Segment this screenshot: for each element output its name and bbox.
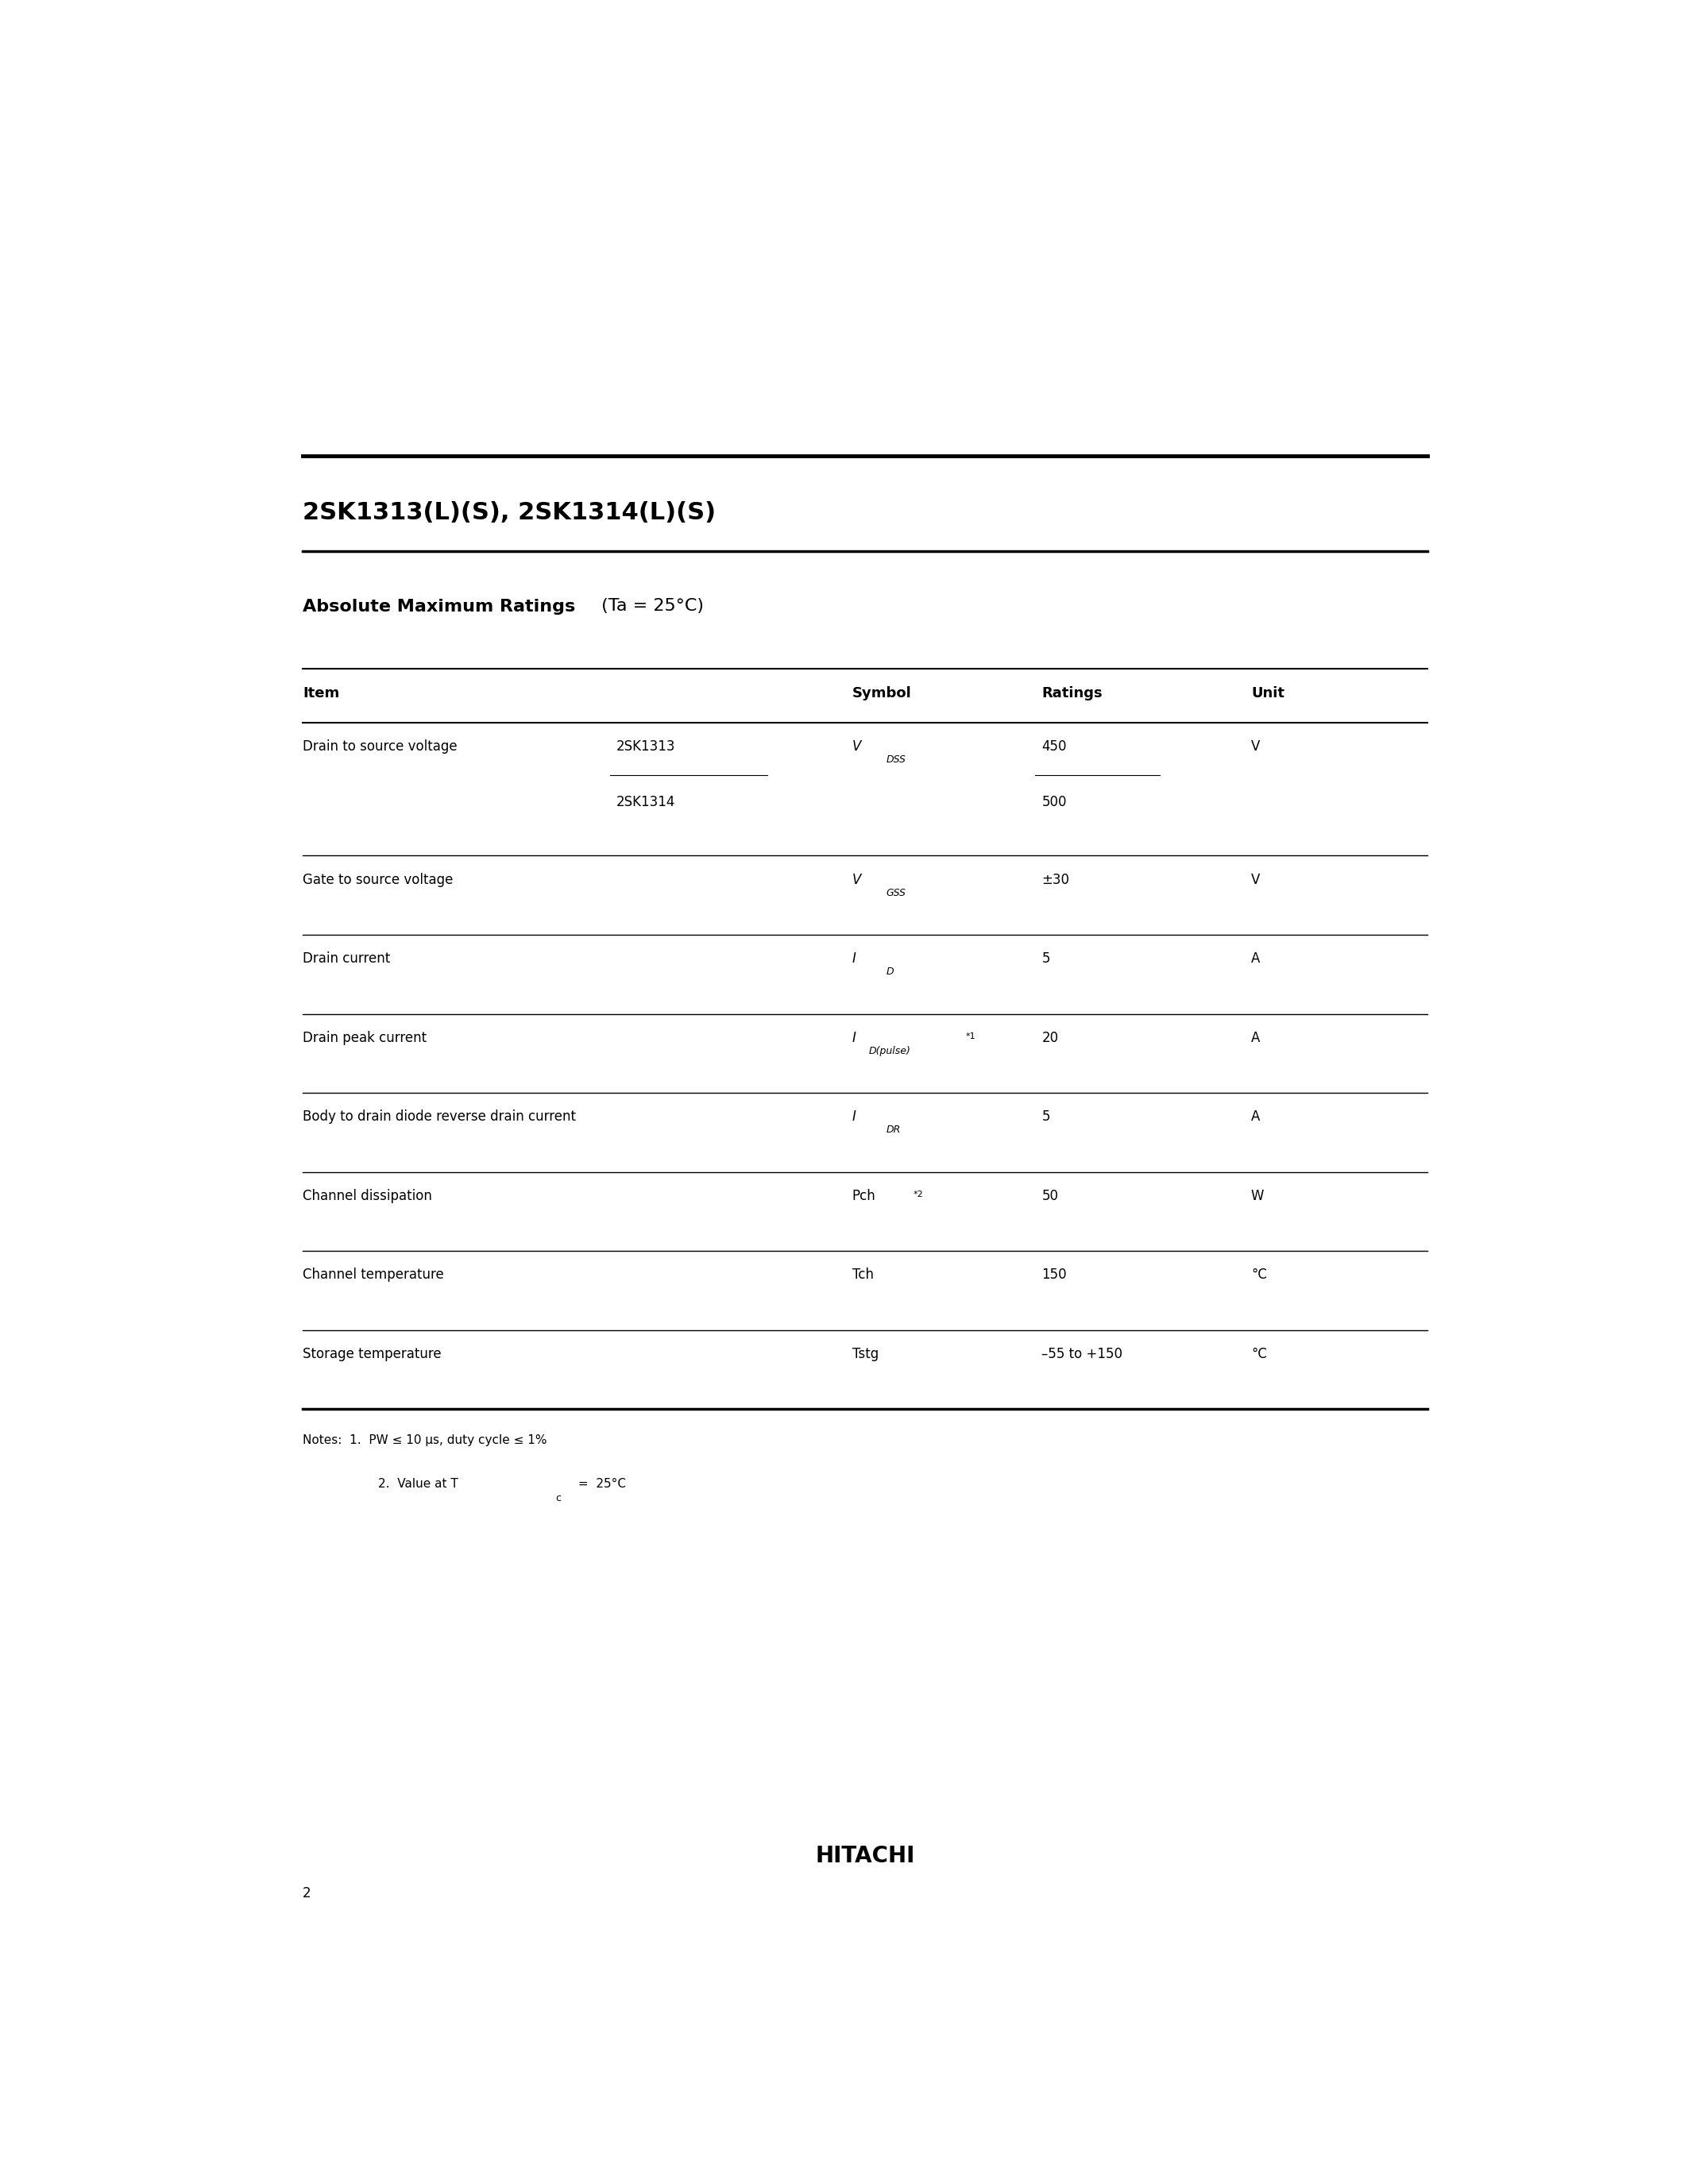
Text: 2: 2: [302, 1887, 311, 1900]
Text: °C: °C: [1251, 1348, 1266, 1361]
Text: 500: 500: [1041, 795, 1067, 810]
Text: Pch: Pch: [852, 1188, 876, 1203]
Text: –55 to +150: –55 to +150: [1041, 1348, 1123, 1361]
Text: Tch: Tch: [852, 1267, 873, 1282]
Text: V: V: [1251, 874, 1259, 887]
Text: Item: Item: [302, 686, 339, 701]
Text: =  25°C: = 25°C: [574, 1479, 626, 1489]
Text: 20: 20: [1041, 1031, 1058, 1044]
Text: 2SK1313(L)(S), 2SK1314(L)(S): 2SK1313(L)(S), 2SK1314(L)(S): [302, 500, 716, 524]
Text: I: I: [852, 952, 856, 965]
Text: 50: 50: [1041, 1188, 1058, 1203]
Text: 150: 150: [1041, 1267, 1067, 1282]
Text: Drain peak current: Drain peak current: [302, 1031, 427, 1044]
Text: GSS: GSS: [886, 887, 906, 898]
Text: I: I: [852, 1031, 856, 1044]
Text: A: A: [1251, 1031, 1259, 1044]
Text: ±30: ±30: [1041, 874, 1070, 887]
Text: Body to drain diode reverse drain current: Body to drain diode reverse drain curren…: [302, 1109, 576, 1125]
Text: Channel dissipation: Channel dissipation: [302, 1188, 432, 1203]
Text: Unit: Unit: [1251, 686, 1285, 701]
Text: Storage temperature: Storage temperature: [302, 1348, 441, 1361]
Text: DR: DR: [886, 1125, 900, 1136]
Text: Gate to source voltage: Gate to source voltage: [302, 874, 452, 887]
Text: HITACHI: HITACHI: [815, 1845, 915, 1867]
Text: *1: *1: [966, 1033, 976, 1040]
Text: 5: 5: [1041, 952, 1050, 965]
Text: Drain to source voltage: Drain to source voltage: [302, 740, 457, 753]
Text: 450: 450: [1041, 740, 1067, 753]
Text: 5: 5: [1041, 1109, 1050, 1125]
Text: DSS: DSS: [886, 756, 906, 764]
Text: Ratings: Ratings: [1041, 686, 1102, 701]
Text: D(pulse): D(pulse): [869, 1046, 912, 1057]
Text: V: V: [852, 740, 861, 753]
Text: *2: *2: [913, 1190, 923, 1199]
Text: 2SK1313: 2SK1313: [616, 740, 675, 753]
Text: D: D: [886, 968, 893, 976]
Text: c: c: [555, 1494, 560, 1503]
Text: V: V: [852, 874, 861, 887]
Text: A: A: [1251, 952, 1259, 965]
Text: Notes:  1.  PW ≤ 10 μs, duty cycle ≤ 1%: Notes: 1. PW ≤ 10 μs, duty cycle ≤ 1%: [302, 1435, 547, 1446]
Text: °C: °C: [1251, 1267, 1266, 1282]
Text: (Ta = 25°C): (Ta = 25°C): [596, 598, 704, 614]
Text: Symbol: Symbol: [852, 686, 912, 701]
Text: Absolute Maximum Ratings: Absolute Maximum Ratings: [302, 598, 576, 614]
Text: Drain current: Drain current: [302, 952, 390, 965]
Text: 2.  Value at T: 2. Value at T: [378, 1479, 459, 1489]
Text: Channel temperature: Channel temperature: [302, 1267, 444, 1282]
Text: Tstg: Tstg: [852, 1348, 878, 1361]
Text: W: W: [1251, 1188, 1264, 1203]
Text: 2SK1314: 2SK1314: [616, 795, 675, 810]
Text: V: V: [1251, 740, 1259, 753]
Text: I: I: [852, 1109, 856, 1125]
Text: A: A: [1251, 1109, 1259, 1125]
